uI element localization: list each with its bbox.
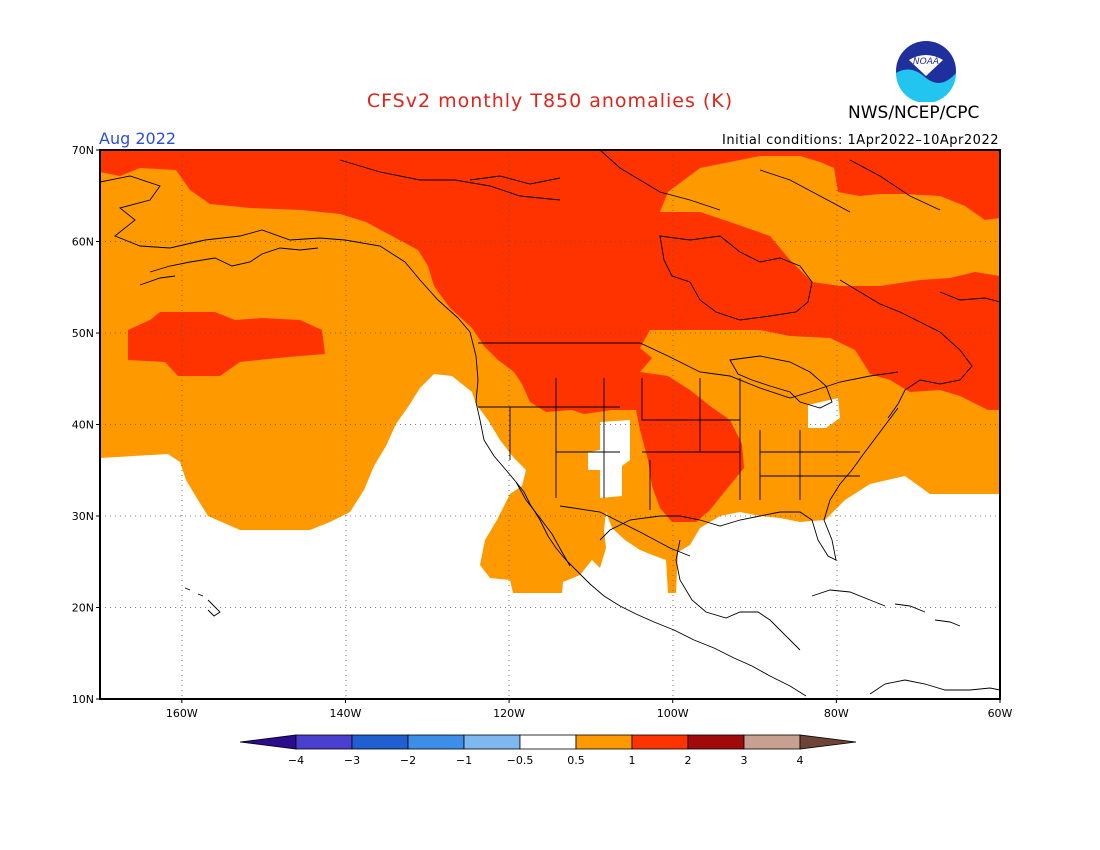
- lon-tick-label: 120W: [493, 707, 525, 720]
- colorbar-segment: [575, 734, 633, 750]
- coastlines: [100, 150, 1000, 697]
- noaa-logo: NOAA: [896, 41, 956, 102]
- lon-tick-label: 140W: [330, 707, 362, 720]
- colorbar-label: 1: [629, 754, 636, 767]
- lat-tick-label: 40N: [72, 419, 94, 432]
- lat-tick-label: 10N: [72, 693, 94, 706]
- colorbar-label: 2: [685, 754, 692, 767]
- longitude-axis: 160W 140W 120W 100W 80W 60W: [166, 699, 1013, 720]
- forecast-month: Aug 2022: [99, 129, 177, 148]
- colorbar-label: 0.5: [567, 754, 585, 767]
- colorbar-segment: [463, 734, 521, 750]
- colorbar-arrow-low: [239, 734, 297, 750]
- lon-tick-label: 160W: [166, 707, 198, 720]
- colorbar-arrow-high: [799, 734, 857, 750]
- colorbar-segment: [295, 734, 353, 750]
- colorbar-segment: [631, 734, 689, 750]
- lon-tick-label: 80W: [824, 707, 849, 720]
- lat-tick-label: 70N: [72, 144, 94, 157]
- colorbar-label: −1: [456, 754, 472, 767]
- colorbar-label: −0.5: [507, 754, 534, 767]
- anomaly-region-red-pacific: [128, 312, 325, 376]
- colorbar: −4 −3 −2 −1 −0.5 0.5 1 2 3 4: [239, 734, 857, 767]
- colorbar-segment: [743, 734, 801, 750]
- colorbar-label: −4: [288, 754, 304, 767]
- colorbar-segment: [519, 734, 577, 750]
- agency-label: NWS/NCEP/CPC: [848, 103, 980, 123]
- graticule: [100, 150, 1000, 699]
- colorbar-segment: [687, 734, 745, 750]
- anomaly-region-red-north: [100, 150, 1000, 522]
- lat-tick-label: 60N: [72, 236, 94, 249]
- colorbar-label: −3: [344, 754, 360, 767]
- lat-tick-label: 20N: [72, 602, 94, 615]
- latitude-axis: 70N 60N 50N 40N 30N 20N 10N: [72, 144, 100, 706]
- colorbar-label: 4: [797, 754, 804, 767]
- colorbar-segment: [407, 734, 465, 750]
- colorbar-segment: [351, 734, 409, 750]
- initial-conditions: Initial conditions: 1Apr2022–10Apr2022: [722, 133, 999, 148]
- lon-tick-label: 60W: [988, 707, 1013, 720]
- lat-tick-label: 50N: [72, 327, 94, 340]
- lon-tick-label: 100W: [657, 707, 689, 720]
- colorbar-label: −2: [400, 754, 416, 767]
- noaa-logo-text: NOAA: [913, 57, 939, 67]
- lat-tick-label: 30N: [72, 510, 94, 523]
- chart-title: CFSv2 monthly T850 anomalies (K): [366, 90, 734, 112]
- colorbar-label: 3: [741, 754, 748, 767]
